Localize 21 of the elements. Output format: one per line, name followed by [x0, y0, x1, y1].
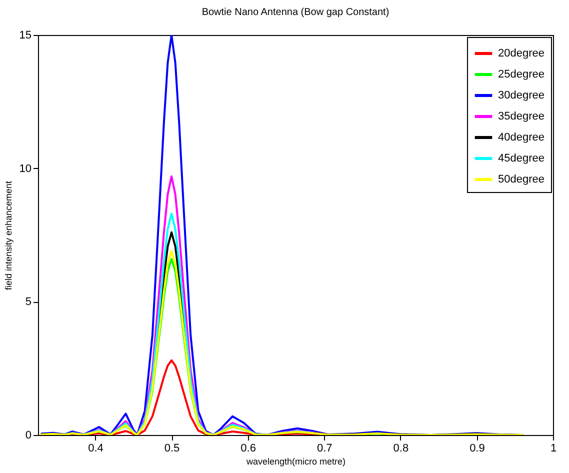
legend-label: 45degree — [498, 152, 544, 164]
legend-label: 40degree — [498, 132, 544, 144]
y-tick-label: 10 — [19, 162, 32, 175]
x-tick-label: 0.8 — [393, 442, 409, 454]
x-tick-label: 1 — [550, 442, 557, 454]
legend-label: 30degree — [498, 90, 544, 102]
legend-label: 25degree — [498, 68, 544, 80]
legend-label: 50degree — [498, 174, 544, 186]
y-axis-title: field intensity enhancement — [3, 180, 14, 290]
chart-title: Bowtie Nano Antenna (Bow gap Constant) — [202, 7, 390, 18]
y-tick-label: 0 — [25, 430, 32, 442]
y-tick-label: 15 — [19, 30, 32, 42]
x-tick-label: 0.5 — [164, 442, 180, 454]
x-tick-label: 0.6 — [240, 442, 256, 454]
y-tick-label: 5 — [25, 296, 32, 308]
x-tick-label: 0.4 — [88, 442, 104, 454]
x-axis-title: wavelength(micro metre) — [245, 456, 346, 466]
x-tick-label: 0.7 — [316, 442, 332, 454]
x-tick-label: 0.9 — [470, 442, 485, 454]
legend-label: 35degree — [498, 110, 544, 122]
legend-label: 20degree — [498, 48, 544, 60]
